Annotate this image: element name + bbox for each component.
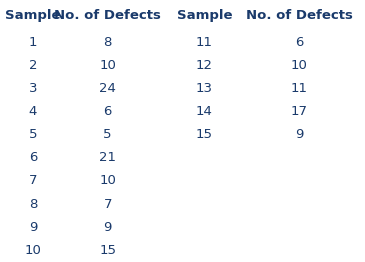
Text: 11: 11 — [196, 36, 213, 49]
Text: 4: 4 — [29, 105, 37, 118]
Text: 10: 10 — [99, 59, 116, 72]
Text: 10: 10 — [291, 59, 308, 72]
Text: 10: 10 — [24, 244, 41, 257]
Text: 12: 12 — [196, 59, 213, 72]
Text: No. of Defects: No. of Defects — [54, 9, 161, 22]
Text: 10: 10 — [99, 174, 116, 188]
Text: 8: 8 — [29, 198, 37, 211]
Text: 8: 8 — [104, 36, 112, 49]
Text: 15: 15 — [196, 128, 213, 141]
Text: 2: 2 — [28, 59, 37, 72]
Text: 9: 9 — [29, 221, 37, 234]
Text: 5: 5 — [28, 128, 37, 141]
Text: 6: 6 — [104, 105, 112, 118]
Text: 13: 13 — [196, 82, 213, 95]
Text: 15: 15 — [99, 244, 116, 257]
Text: 14: 14 — [196, 105, 213, 118]
Text: Sample: Sample — [177, 9, 232, 22]
Text: 5: 5 — [103, 128, 112, 141]
Text: 1: 1 — [28, 36, 37, 49]
Text: 11: 11 — [291, 82, 308, 95]
Text: 24: 24 — [99, 82, 116, 95]
Text: Sample: Sample — [5, 9, 61, 22]
Text: 7: 7 — [28, 174, 37, 188]
Text: 6: 6 — [29, 151, 37, 165]
Text: 7: 7 — [103, 198, 112, 211]
Text: 21: 21 — [99, 151, 116, 165]
Text: No. of Defects: No. of Defects — [246, 9, 353, 22]
Text: 17: 17 — [291, 105, 308, 118]
Text: 9: 9 — [295, 128, 303, 141]
Text: 9: 9 — [104, 221, 112, 234]
Text: 3: 3 — [28, 82, 37, 95]
Text: 6: 6 — [295, 36, 303, 49]
